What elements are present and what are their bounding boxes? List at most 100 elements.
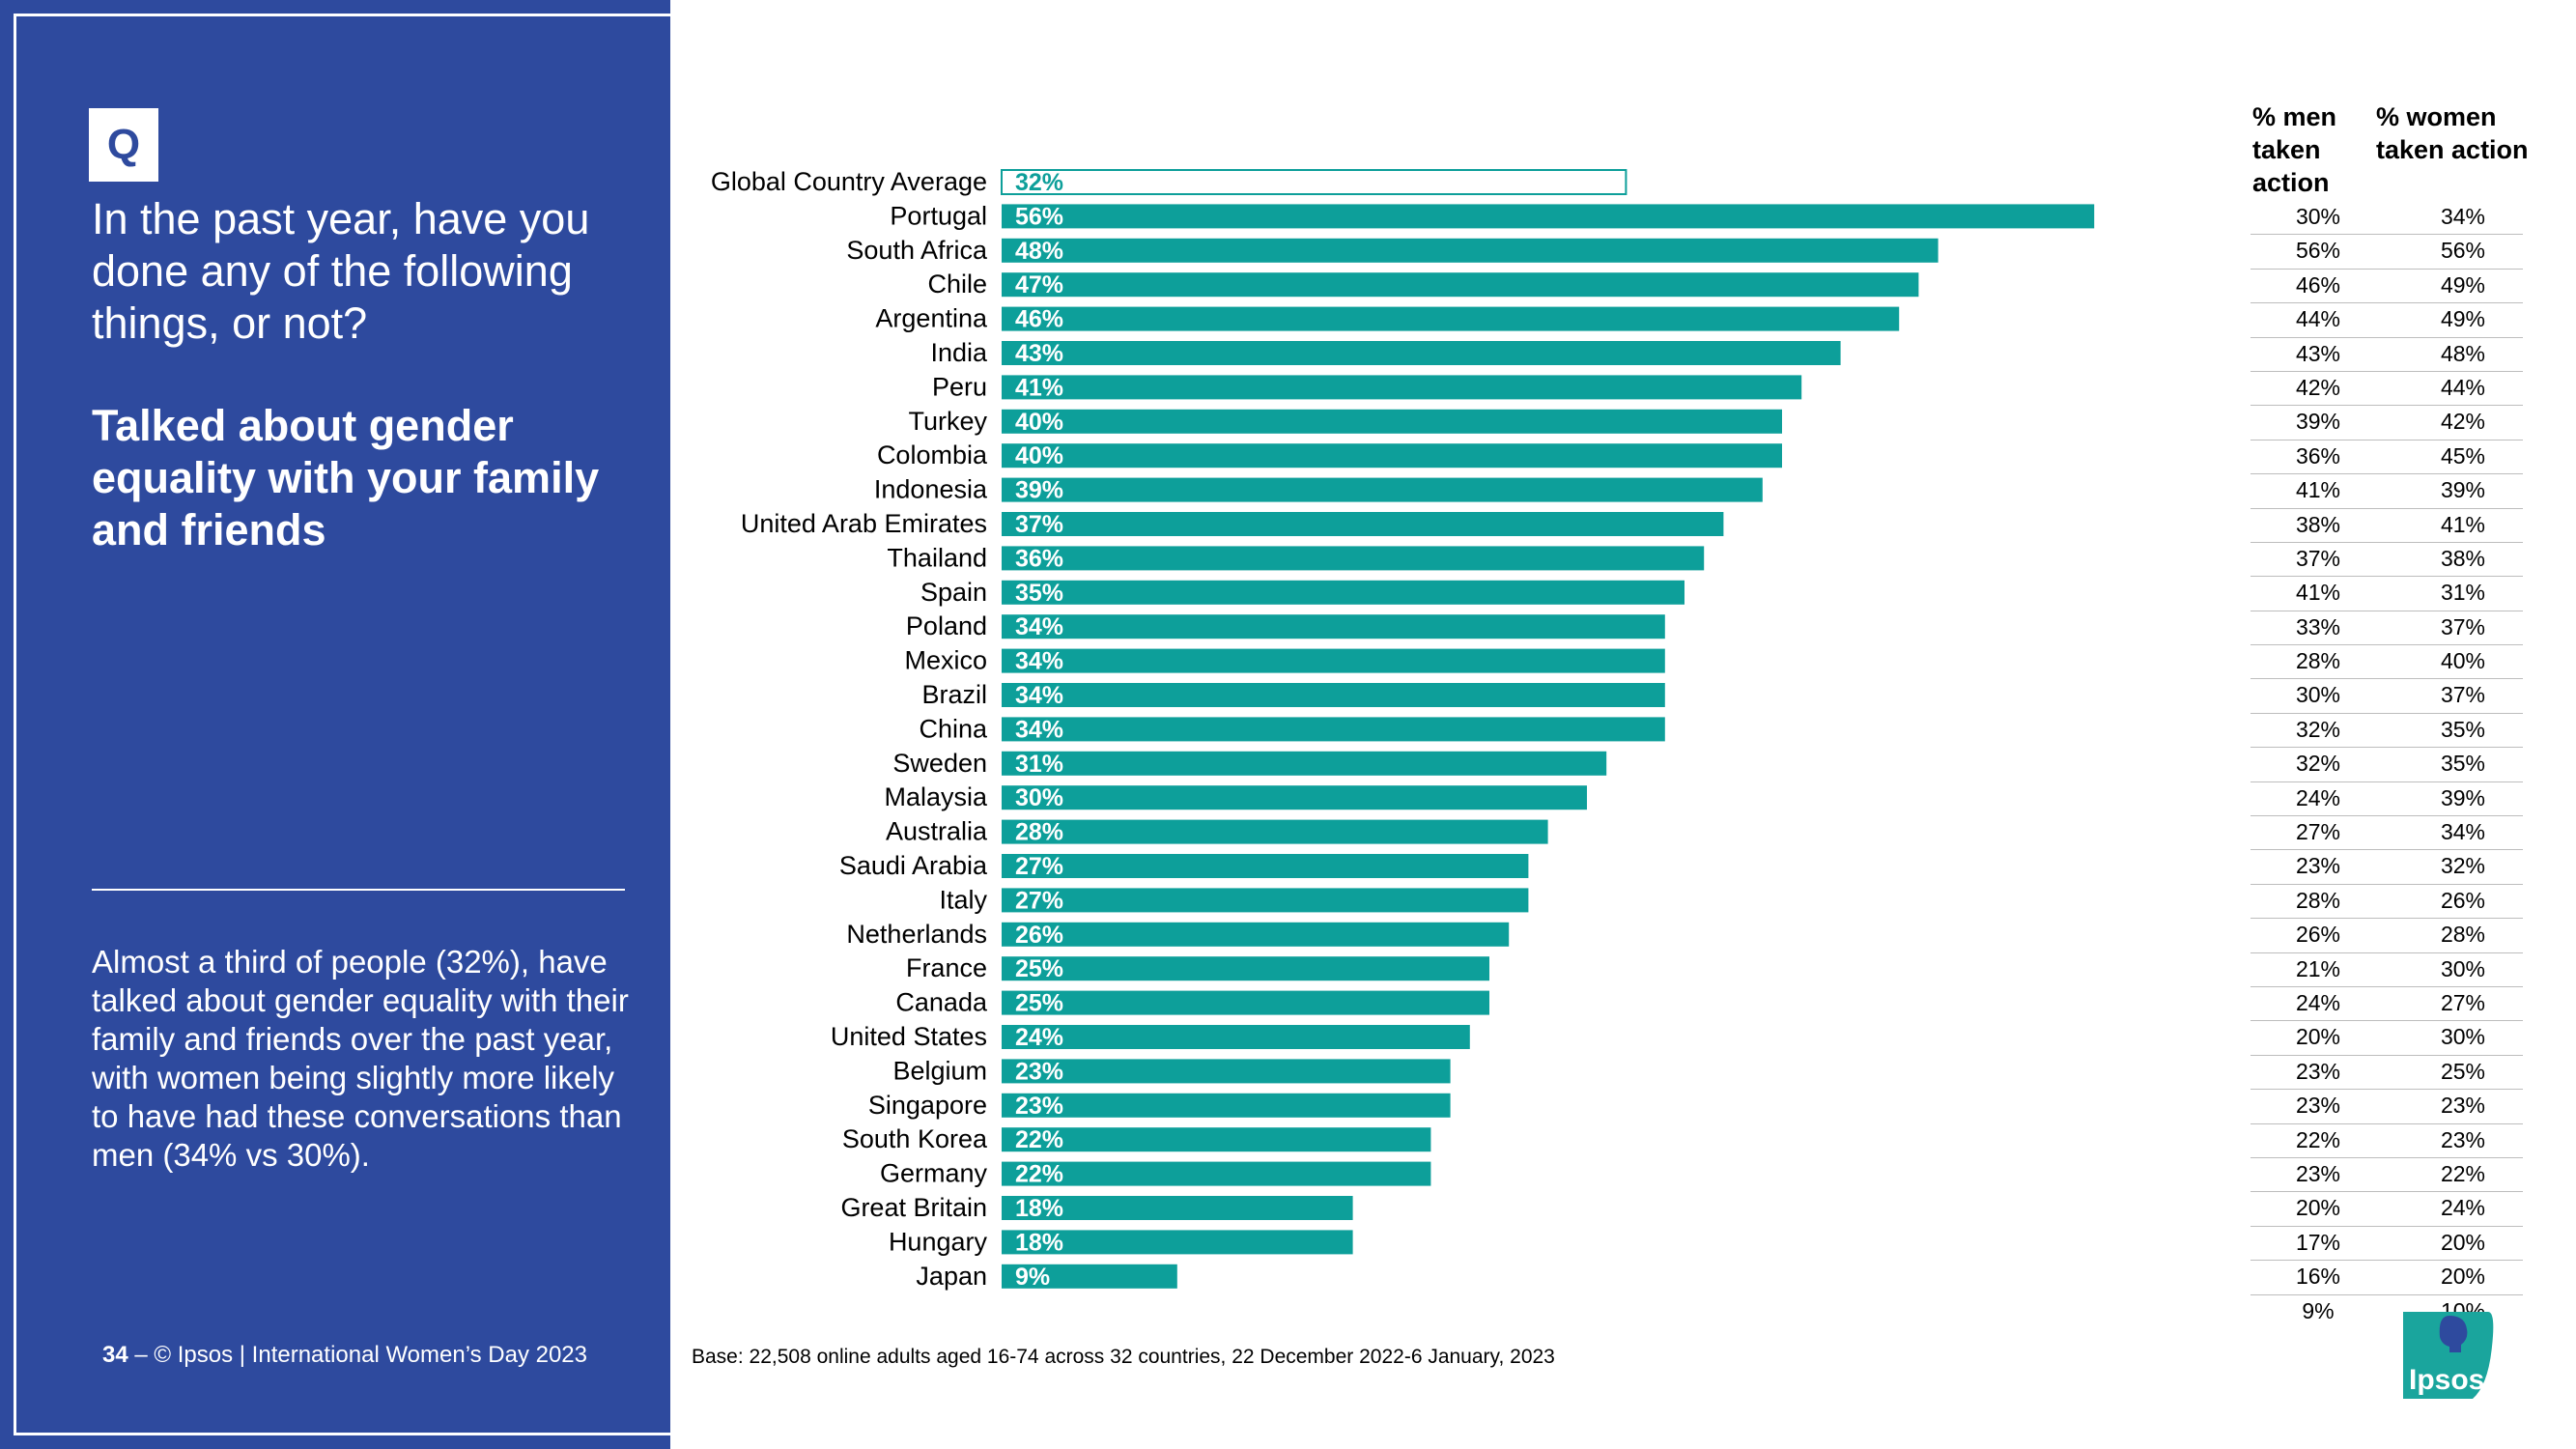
country-label: Singapore <box>868 1091 987 1120</box>
bar <box>1002 341 1841 365</box>
men-value: 24% <box>2295 784 2341 810</box>
table-row: 28% 40% <box>2250 645 2523 680</box>
men-value: 32% <box>2295 751 2341 777</box>
bar <box>1002 272 1919 298</box>
country-label: Hungary <box>889 1227 988 1256</box>
country-label: Peru <box>932 372 987 401</box>
women-column-header: % women taken action <box>2376 102 2529 164</box>
country-label: Colombia <box>877 440 988 469</box>
men-value: 30% <box>2295 204 2341 229</box>
bar-value-label: 28% <box>1015 819 1063 846</box>
bar <box>1002 956 1489 981</box>
country-label: Indonesia <box>874 475 988 504</box>
base-note: Base: 22,508 online adults aged 16-74 ac… <box>692 1346 1555 1368</box>
bar-value-label: 39% <box>1015 477 1063 504</box>
men-value: 41% <box>2295 580 2341 606</box>
table-row: 30% 37% <box>2250 679 2523 714</box>
bar-value-label: 34% <box>1015 682 1063 709</box>
bar <box>1002 683 1665 707</box>
women-value: 39% <box>2440 784 2486 810</box>
bar <box>1002 717 1665 742</box>
men-value: 21% <box>2295 955 2341 981</box>
men-value: 23% <box>2295 1093 2341 1119</box>
men-value: 28% <box>2295 887 2341 913</box>
bar-value-label: 22% <box>1015 1161 1063 1188</box>
women-value: 28% <box>2440 922 2486 948</box>
men-value: 32% <box>2295 716 2341 742</box>
men-value: 16% <box>2295 1264 2341 1290</box>
bar <box>1002 819 1548 844</box>
bar <box>1002 854 1529 878</box>
women-value: 42% <box>2440 409 2486 435</box>
country-label: Australia <box>886 817 988 846</box>
bar <box>1002 648 1665 673</box>
men-value: 26% <box>2295 922 2341 948</box>
table-row: 36% 45% <box>2250 440 2523 475</box>
men-value: 43% <box>2295 340 2341 366</box>
table-row: 26% 28% <box>2250 919 2523 953</box>
table-row: 42% 44% <box>2250 372 2523 407</box>
men-value: 23% <box>2295 1160 2341 1186</box>
bar-value-label: 41% <box>1015 374 1063 401</box>
women-value: 45% <box>2440 442 2486 469</box>
table-row: 33% 37% <box>2250 611 2523 646</box>
gender-table: 30% 34% 56% 56% 46% 49% 44% 49% 43% 48% 42% 44% 39% 4… <box>2250 201 2523 1329</box>
country-label: Mexico <box>904 646 987 675</box>
bar-value-label: 35% <box>1015 580 1063 607</box>
country-label: Brazil <box>921 680 987 709</box>
table-row: 20% 30% <box>2250 1021 2523 1056</box>
table-row: 24% 27% <box>2250 987 2523 1022</box>
left-panel: Q In the past year, have you done any of… <box>0 0 670 1449</box>
country-label: Chile <box>927 270 987 298</box>
country-label: Italy <box>939 885 987 914</box>
bar-value-label: 30% <box>1015 784 1063 811</box>
bar-value-label: 23% <box>1015 1058 1063 1085</box>
country-label: Germany <box>880 1159 988 1188</box>
table-row: 38% 41% <box>2250 509 2523 543</box>
country-label: France <box>906 953 987 982</box>
women-value: 44% <box>2440 374 2486 400</box>
question-text: In the past year, have you done any of t… <box>92 194 590 348</box>
bar-value-label: 36% <box>1015 545 1063 572</box>
bar-value-label: 32% <box>1015 169 1063 196</box>
bar <box>1002 238 1939 263</box>
men-value: 30% <box>2295 682 2341 708</box>
bar <box>1002 512 1724 536</box>
women-value: 41% <box>2440 511 2486 537</box>
women-value: 27% <box>2440 989 2486 1015</box>
bar-value-label: 24% <box>1015 1024 1063 1051</box>
ipsos-logo: Ipsos <box>2403 1312 2494 1399</box>
women-value: 49% <box>2440 306 2486 332</box>
bar <box>1002 922 1510 947</box>
country-label: United Arab Emirates <box>741 509 987 538</box>
country-label: Netherlands <box>846 920 987 949</box>
men-value: 37% <box>2295 545 2341 571</box>
table-row: 30% 34% <box>2250 201 2523 236</box>
men-value: 41% <box>2295 477 2341 503</box>
bar <box>1002 1230 1353 1255</box>
table-row: 23% 32% <box>2250 850 2523 885</box>
women-value: 49% <box>2440 271 2486 298</box>
country-label: Turkey <box>908 407 987 436</box>
panel-frame <box>14 14 670 1435</box>
women-value: 31% <box>2440 580 2486 606</box>
bar-value-label: 34% <box>1015 716 1063 743</box>
country-label: Argentina <box>875 304 988 333</box>
men-value: 56% <box>2295 238 2341 264</box>
bar-value-label: 25% <box>1015 955 1063 982</box>
footer-separator: – <box>127 1342 155 1368</box>
men-value: 28% <box>2295 648 2341 674</box>
logo-text: Ipsos <box>2409 1364 2484 1396</box>
bar-value-label: 25% <box>1015 990 1063 1017</box>
table-row: 32% 35% <box>2250 748 2523 782</box>
men-value: 44% <box>2295 306 2341 332</box>
table-row: 22% 23% <box>2250 1124 2523 1158</box>
country-label: Belgium <box>892 1056 987 1085</box>
divider <box>92 889 625 891</box>
country-label: Japan <box>916 1262 987 1291</box>
women-value: 25% <box>2440 1058 2486 1084</box>
bar-value-label: 40% <box>1015 409 1063 436</box>
table-header: % men taken action % women taken action <box>2241 100 2531 201</box>
table-row: 46% 49% <box>2250 270 2523 304</box>
table-row: 41% 31% <box>2250 577 2523 611</box>
